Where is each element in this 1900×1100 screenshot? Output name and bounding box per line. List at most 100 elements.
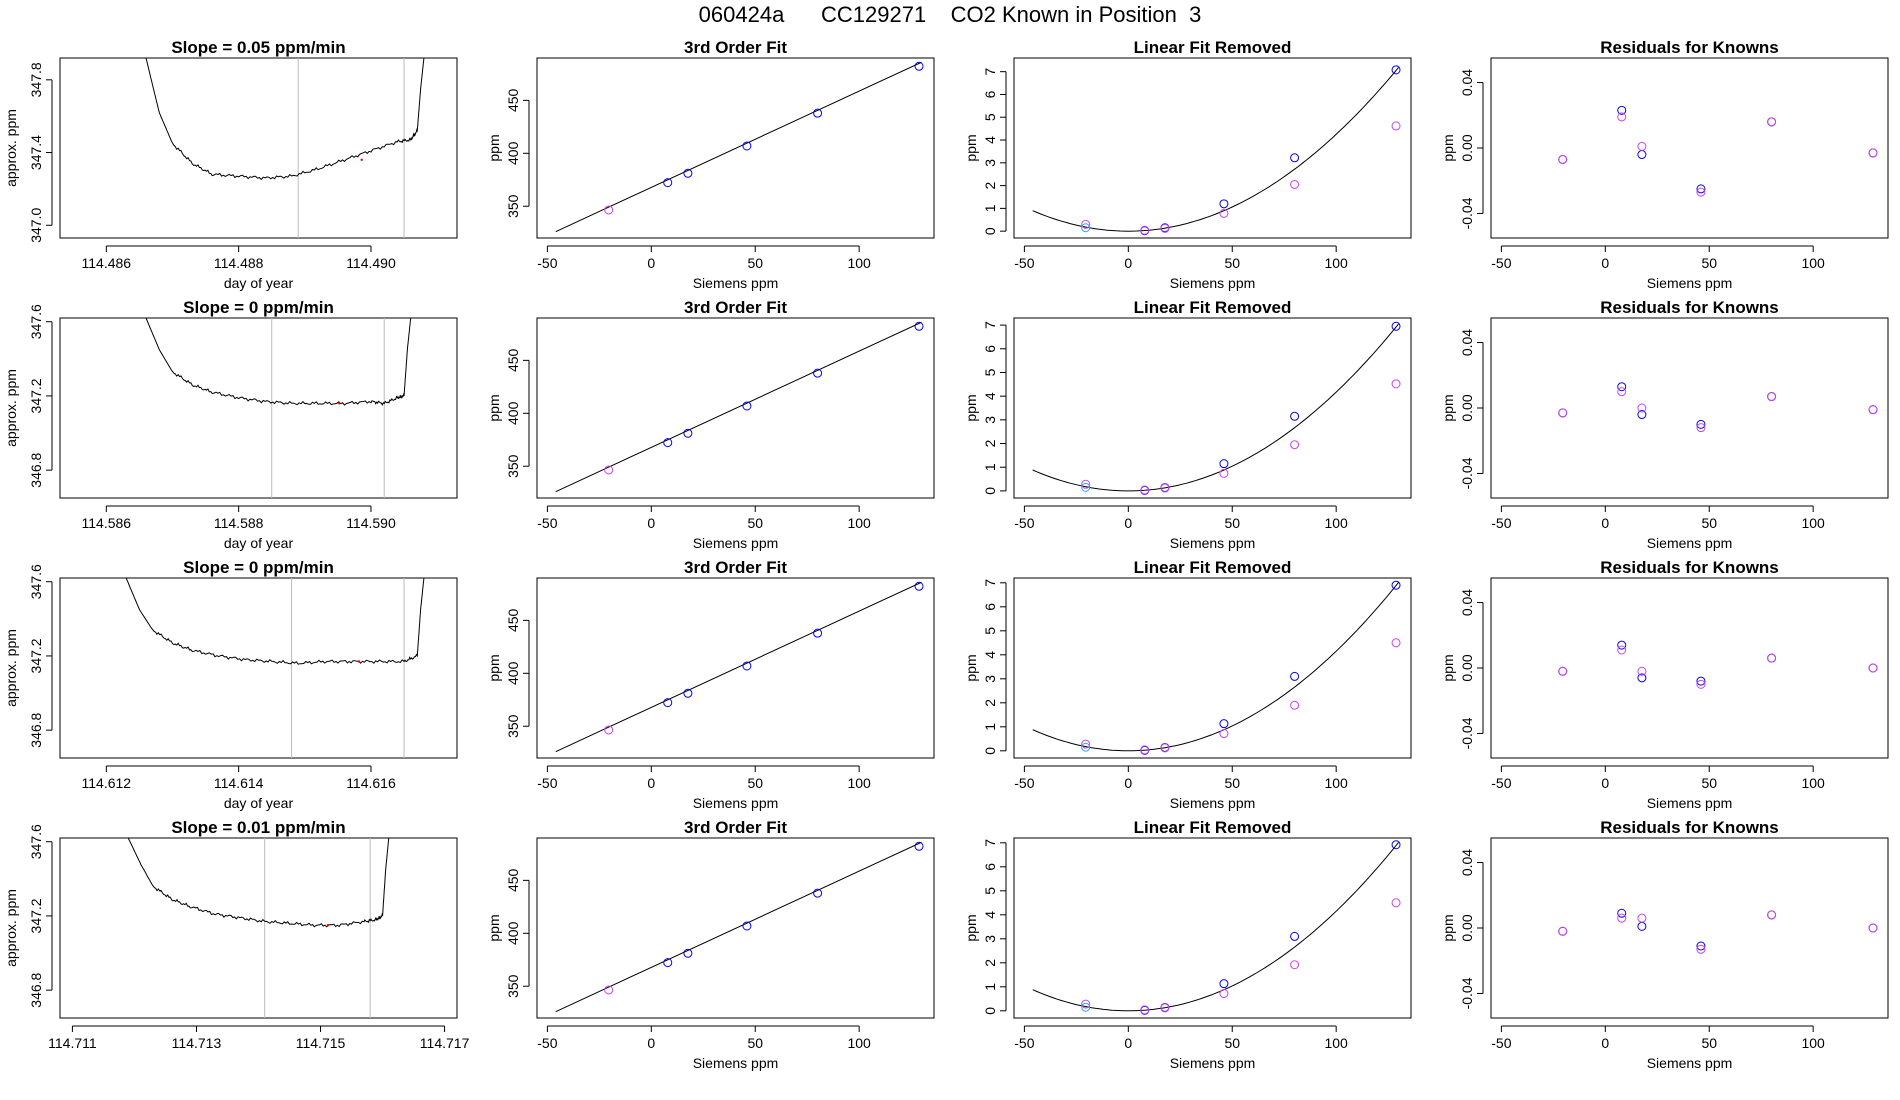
chart-panel-fit: 3rd Order Fit -50 0 50 100 Siemens ppm 350 400 4… xyxy=(486,818,935,1071)
data-point-magenta xyxy=(604,205,614,215)
data-point-magenta xyxy=(604,985,614,995)
mean-marker xyxy=(360,158,363,162)
data-point-magenta xyxy=(1637,141,1647,151)
y-tick-label: 0.00 xyxy=(1459,134,1475,161)
data-point-magenta xyxy=(1160,483,1170,493)
y-tick-label: 5 xyxy=(982,113,998,121)
data-point-blue xyxy=(1617,908,1627,918)
data-point-magenta xyxy=(1558,926,1568,936)
y-tick-label: 4 xyxy=(982,392,998,400)
x-tick-label: 0 xyxy=(1124,1035,1132,1051)
x-axis-label: Siemens ppm xyxy=(1170,535,1256,551)
trace-line xyxy=(125,578,425,665)
y-tick-label: 350 xyxy=(505,974,521,998)
y-tick-label: 0 xyxy=(982,227,998,235)
y-tick-label: 400 xyxy=(505,661,521,685)
x-tick-label: 50 xyxy=(1701,255,1717,271)
plot-area xyxy=(1032,840,1401,1015)
mean-marker xyxy=(326,924,330,927)
fit-curve xyxy=(1032,842,1399,1012)
x-tick-label: -50 xyxy=(1014,1035,1034,1051)
y-tick-label: 350 xyxy=(505,194,521,218)
x-tick-label: 0 xyxy=(1124,775,1132,791)
x-axis-label: day of year xyxy=(224,795,294,811)
data-point-blue xyxy=(1696,419,1706,429)
plot-area xyxy=(555,321,924,493)
x-tick-label: 50 xyxy=(1224,775,1240,791)
y-tick-label: 0.00 xyxy=(1459,914,1475,941)
x-tick-label: 114.612 xyxy=(82,775,132,791)
x-axis-label: Siemens ppm xyxy=(1170,1055,1256,1071)
data-point-magenta xyxy=(1081,479,1091,489)
data-point-blue xyxy=(914,321,924,331)
data-point-magenta xyxy=(1140,225,1150,235)
data-point-blue xyxy=(1219,719,1229,729)
x-tick-label: 100 xyxy=(847,1035,871,1051)
x-axis-label: Siemens ppm xyxy=(1170,275,1256,291)
y-tick-label: 3 xyxy=(982,935,998,943)
x-axis-label: Siemens ppm xyxy=(693,535,779,551)
data-point-magenta xyxy=(1290,440,1300,450)
x-tick-label: 0 xyxy=(647,775,655,791)
x-tick-label: 50 xyxy=(1701,1035,1717,1051)
data-point-blue xyxy=(742,921,752,931)
plot-area xyxy=(555,61,924,233)
data-point-blue xyxy=(742,401,752,411)
y-tick-label: 2 xyxy=(982,959,998,967)
y-tick-label: 0 xyxy=(982,747,998,755)
data-point-magenta xyxy=(1558,666,1568,676)
chart-panel-linfit: Linear Fit Removed -50 0 50 100 Siemens ppm 0 1… xyxy=(963,558,1412,811)
x-tick-label: 114.590 xyxy=(346,515,396,531)
x-tick-label: 50 xyxy=(1224,255,1240,271)
data-point-blue xyxy=(813,628,823,638)
data-point-blue xyxy=(683,688,693,698)
y-tick-label: -0.04 xyxy=(1459,197,1475,229)
data-point-magenta xyxy=(1617,645,1627,655)
data-point-magenta xyxy=(1558,408,1568,418)
y-tick-label: 7 xyxy=(982,839,998,847)
data-point-blue xyxy=(1290,153,1300,163)
x-tick-label: 0 xyxy=(647,515,655,531)
data-point-magenta xyxy=(604,725,614,735)
y-axis-label: ppm xyxy=(963,914,979,941)
x-tick-label: 114.717 xyxy=(420,1035,470,1051)
y-tick-label: 347.4 xyxy=(28,135,44,170)
data-point-blue xyxy=(1637,150,1647,160)
x-axis-label: day of year xyxy=(224,275,294,291)
y-tick-label: 450 xyxy=(505,608,521,632)
plot-frame xyxy=(59,837,458,1019)
x-tick-label: 50 xyxy=(747,515,763,531)
y-tick-label: 347.6 xyxy=(28,304,44,339)
fit-curve xyxy=(1032,67,1399,232)
x-axis-label: Siemens ppm xyxy=(693,275,779,291)
data-point-magenta xyxy=(1617,913,1627,923)
data-point-magenta xyxy=(1696,423,1706,433)
plot-area xyxy=(555,581,924,753)
data-point-blue xyxy=(742,141,752,151)
y-tick-label: 347.2 xyxy=(28,898,44,933)
data-point-magenta xyxy=(1868,923,1878,933)
plot-area xyxy=(125,578,425,758)
plot-area xyxy=(1032,580,1401,755)
y-tick-label: 1 xyxy=(982,723,998,731)
x-tick-label: -50 xyxy=(537,1035,557,1051)
y-tick-label: 2 xyxy=(982,699,998,707)
y-axis-label: ppm xyxy=(486,134,502,161)
x-tick-label: -50 xyxy=(1491,515,1511,531)
y-tick-label: 3 xyxy=(982,159,998,167)
chart-title: Residuals for Knowns xyxy=(1600,298,1779,317)
chart-title: Linear Fit Removed xyxy=(1134,38,1292,57)
chart-title: 3rd Order Fit xyxy=(684,298,787,317)
data-point-magenta xyxy=(604,465,614,475)
data-point-light_blue xyxy=(1081,223,1091,233)
y-tick-label: 0.04 xyxy=(1459,69,1475,96)
chart-panel-trace: Slope = 0.01 ppm/min 114.711 114.713 114.71… xyxy=(3,818,470,1051)
y-tick-label: 346.8 xyxy=(28,452,44,487)
x-tick-label: 114.715 xyxy=(296,1035,346,1051)
data-point-light_blue xyxy=(1081,482,1091,492)
y-axis-label: ppm xyxy=(486,914,502,941)
data-point-magenta xyxy=(1290,179,1300,189)
fit-line xyxy=(555,61,922,233)
data-point-magenta xyxy=(1767,910,1777,920)
